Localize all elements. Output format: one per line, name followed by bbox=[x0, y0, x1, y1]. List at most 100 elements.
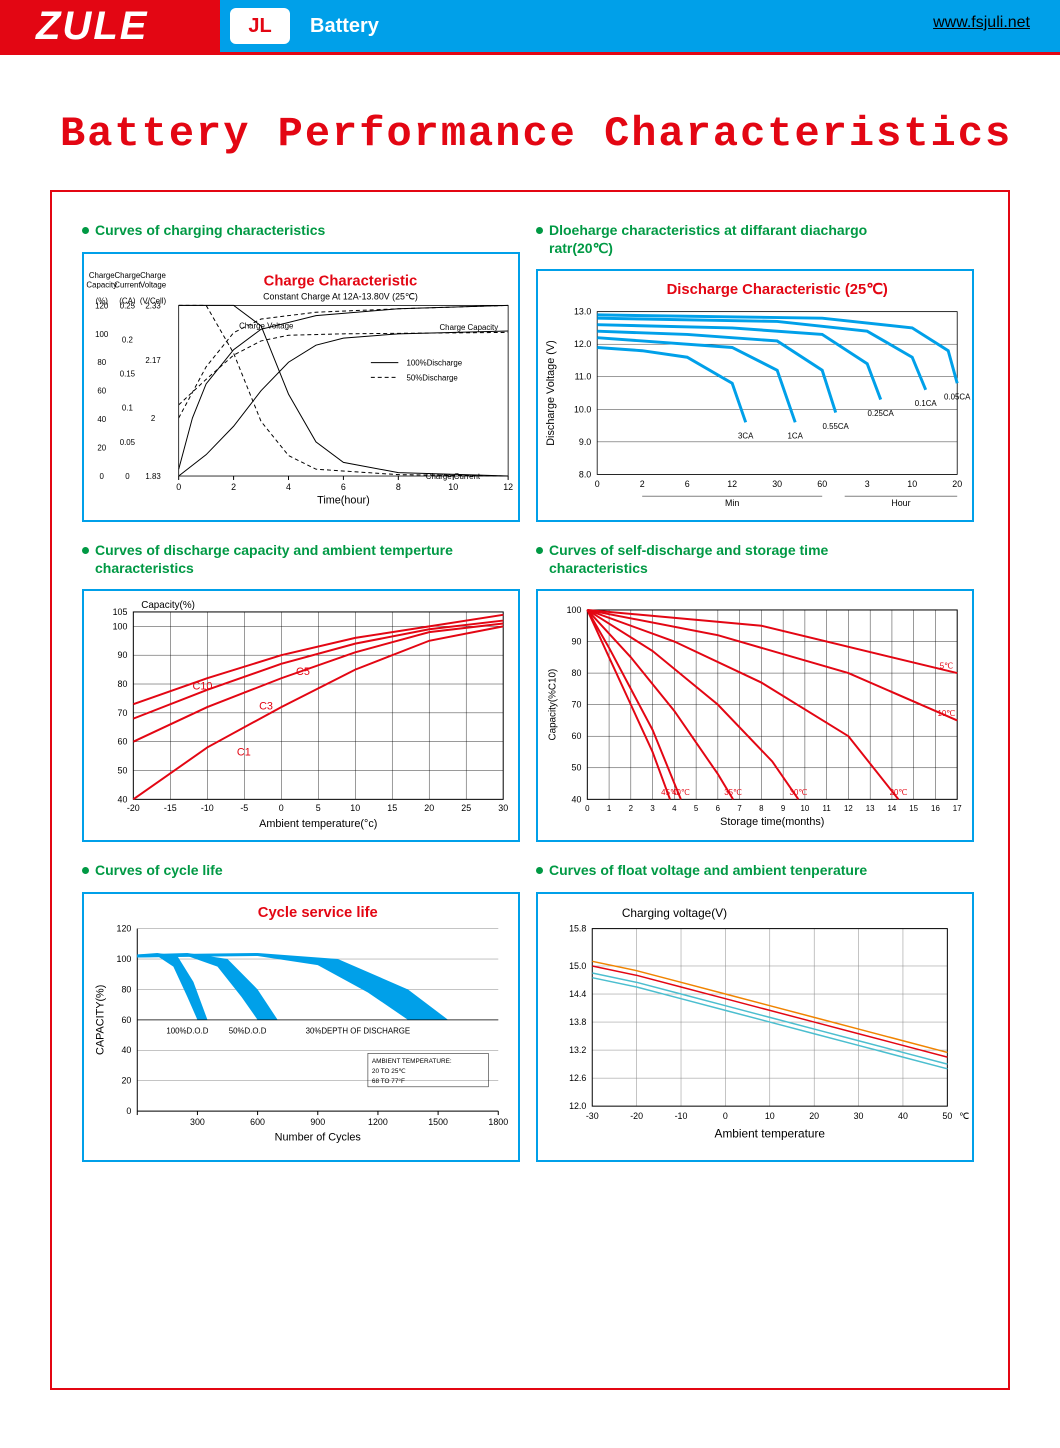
svg-text:2: 2 bbox=[640, 479, 645, 489]
svg-text:1500: 1500 bbox=[428, 1116, 448, 1126]
svg-text:C5: C5 bbox=[296, 666, 310, 678]
svg-text:100: 100 bbox=[567, 605, 582, 615]
svg-text:Constant Charge At 12A-13.80V: Constant Charge At 12A-13.80V (25℃) bbox=[263, 291, 418, 301]
svg-text:300: 300 bbox=[190, 1116, 205, 1126]
svg-text:20: 20 bbox=[424, 803, 434, 813]
battery-label: Battery bbox=[310, 15, 379, 38]
svg-text:25: 25 bbox=[461, 803, 471, 813]
svg-text:Charge Capacity: Charge Capacity bbox=[440, 322, 499, 331]
svg-text:℃: ℃ bbox=[959, 1110, 969, 1120]
svg-text:50%Discharge: 50%Discharge bbox=[407, 373, 459, 382]
chart-box-4: Cycle service life0204060801001203006009… bbox=[82, 892, 520, 1163]
svg-text:30: 30 bbox=[854, 1110, 864, 1120]
svg-text:100: 100 bbox=[95, 329, 109, 338]
svg-text:30%DEPTH OF DISCHARGE: 30%DEPTH OF DISCHARGE bbox=[306, 1026, 411, 1035]
svg-text:Charge: Charge bbox=[140, 270, 166, 279]
svg-text:80: 80 bbox=[572, 668, 582, 678]
svg-text:900: 900 bbox=[310, 1116, 325, 1126]
svg-text:10: 10 bbox=[765, 1110, 775, 1120]
chart-caption: Curves of self-discharge and storage tim… bbox=[549, 542, 929, 577]
svg-text:3: 3 bbox=[650, 804, 655, 813]
svg-text:10.0: 10.0 bbox=[574, 404, 591, 414]
chart-caption: Curves of discharge capacity and ambient… bbox=[95, 542, 475, 577]
svg-text:105: 105 bbox=[113, 607, 128, 617]
svg-text:60: 60 bbox=[118, 737, 128, 747]
chart-box-0: ChargeCapacity(%)ChargeCurrent(CA)Charge… bbox=[82, 252, 520, 523]
svg-text:20: 20 bbox=[952, 479, 962, 489]
charts-frame: Curves of charging characteristics Charg… bbox=[50, 190, 1010, 1390]
svg-text:0.15: 0.15 bbox=[120, 369, 136, 378]
svg-text:Charge Current: Charge Current bbox=[426, 472, 481, 481]
chart-cell-4: Curves of cycle life Cycle service life0… bbox=[76, 852, 530, 1172]
svg-text:3CA: 3CA bbox=[738, 432, 754, 441]
svg-text:Ambient temperature: Ambient temperature bbox=[715, 1126, 826, 1140]
svg-text:0.1: 0.1 bbox=[122, 403, 133, 412]
chart-caption: Dloeharge characteristics at diffarant d… bbox=[549, 222, 929, 257]
svg-text:Hour: Hour bbox=[891, 498, 910, 508]
svg-text:70: 70 bbox=[572, 700, 582, 710]
svg-text:AMBIENT TEMPERATURE:: AMBIENT TEMPERATURE: bbox=[372, 1058, 452, 1065]
svg-text:0.05: 0.05 bbox=[120, 437, 136, 446]
chart-box-5: Charging voltage(V)12.012.613.213.814.41… bbox=[536, 892, 974, 1163]
svg-text:11: 11 bbox=[823, 804, 831, 813]
svg-text:-10: -10 bbox=[201, 803, 214, 813]
svg-text:11.0: 11.0 bbox=[575, 372, 592, 382]
svg-text:120: 120 bbox=[95, 301, 109, 310]
svg-text:-30: -30 bbox=[586, 1110, 599, 1120]
svg-text:35℃: 35℃ bbox=[724, 788, 742, 797]
svg-text:3: 3 bbox=[865, 479, 870, 489]
svg-text:80: 80 bbox=[97, 358, 106, 367]
svg-text:60: 60 bbox=[97, 386, 106, 395]
chart-cell-0: Curves of charging characteristics Charg… bbox=[76, 212, 530, 532]
svg-text:17: 17 bbox=[953, 804, 962, 813]
svg-text:1800: 1800 bbox=[488, 1116, 508, 1126]
chart-caption: Curves of charging characteristics bbox=[95, 222, 325, 240]
svg-text:2: 2 bbox=[151, 413, 155, 422]
svg-text:Charge: Charge bbox=[89, 270, 115, 279]
svg-text:7: 7 bbox=[737, 804, 741, 813]
svg-text:Number of Cycles: Number of Cycles bbox=[275, 1131, 362, 1143]
svg-text:10: 10 bbox=[448, 481, 458, 491]
svg-text:0.1CA: 0.1CA bbox=[915, 399, 938, 408]
svg-text:40: 40 bbox=[572, 794, 582, 804]
svg-text:9: 9 bbox=[781, 804, 785, 813]
svg-text:2.33: 2.33 bbox=[145, 301, 161, 310]
chart-cell-5: Curves of float voltage and ambient tenp… bbox=[530, 852, 984, 1172]
svg-text:20℃: 20℃ bbox=[890, 788, 908, 797]
svg-text:Capacity: Capacity bbox=[86, 280, 117, 289]
svg-text:10: 10 bbox=[350, 803, 360, 813]
svg-text:Current: Current bbox=[114, 280, 141, 289]
svg-text:100: 100 bbox=[117, 953, 132, 963]
svg-text:6: 6 bbox=[685, 479, 690, 489]
svg-text:1: 1 bbox=[607, 804, 611, 813]
svg-text:10: 10 bbox=[801, 804, 810, 813]
svg-text:0: 0 bbox=[595, 479, 600, 489]
chart-box-2: Capacity(%)-20-15-10-5051015202530405060… bbox=[82, 589, 520, 842]
svg-text:0.25CA: 0.25CA bbox=[868, 409, 895, 418]
svg-text:Ambient temperature(°c): Ambient temperature(°c) bbox=[259, 818, 377, 830]
svg-text:14.4: 14.4 bbox=[569, 988, 586, 998]
svg-text:15.8: 15.8 bbox=[569, 923, 586, 933]
svg-text:2.17: 2.17 bbox=[145, 355, 160, 364]
svg-text:12: 12 bbox=[844, 804, 853, 813]
svg-text:40: 40 bbox=[97, 415, 106, 424]
charts-grid: Curves of charging characteristics Charg… bbox=[52, 192, 1008, 1388]
svg-text:60: 60 bbox=[817, 479, 827, 489]
svg-text:Discharge Voltage (V): Discharge Voltage (V) bbox=[545, 340, 557, 445]
svg-text:50: 50 bbox=[572, 763, 582, 773]
svg-text:0: 0 bbox=[723, 1110, 728, 1120]
svg-text:20 TO 25℃: 20 TO 25℃ bbox=[372, 1068, 406, 1075]
svg-text:0.05CA: 0.05CA bbox=[944, 393, 971, 402]
svg-text:1200: 1200 bbox=[368, 1116, 388, 1126]
chart-caption: Curves of float voltage and ambient tenp… bbox=[549, 862, 867, 880]
svg-text:5: 5 bbox=[316, 803, 321, 813]
svg-text:15.0: 15.0 bbox=[569, 960, 586, 970]
svg-text:9.0: 9.0 bbox=[579, 437, 591, 447]
website-url[interactable]: www.fsjuli.net bbox=[933, 14, 1030, 32]
svg-text:-10: -10 bbox=[675, 1110, 688, 1120]
svg-text:1CA: 1CA bbox=[788, 432, 804, 441]
svg-text:Charge: Charge bbox=[114, 270, 140, 279]
chart-cell-3: Curves of self-discharge and storage tim… bbox=[530, 532, 984, 852]
svg-text:120: 120 bbox=[117, 923, 132, 933]
svg-text:5℃: 5℃ bbox=[940, 662, 953, 671]
